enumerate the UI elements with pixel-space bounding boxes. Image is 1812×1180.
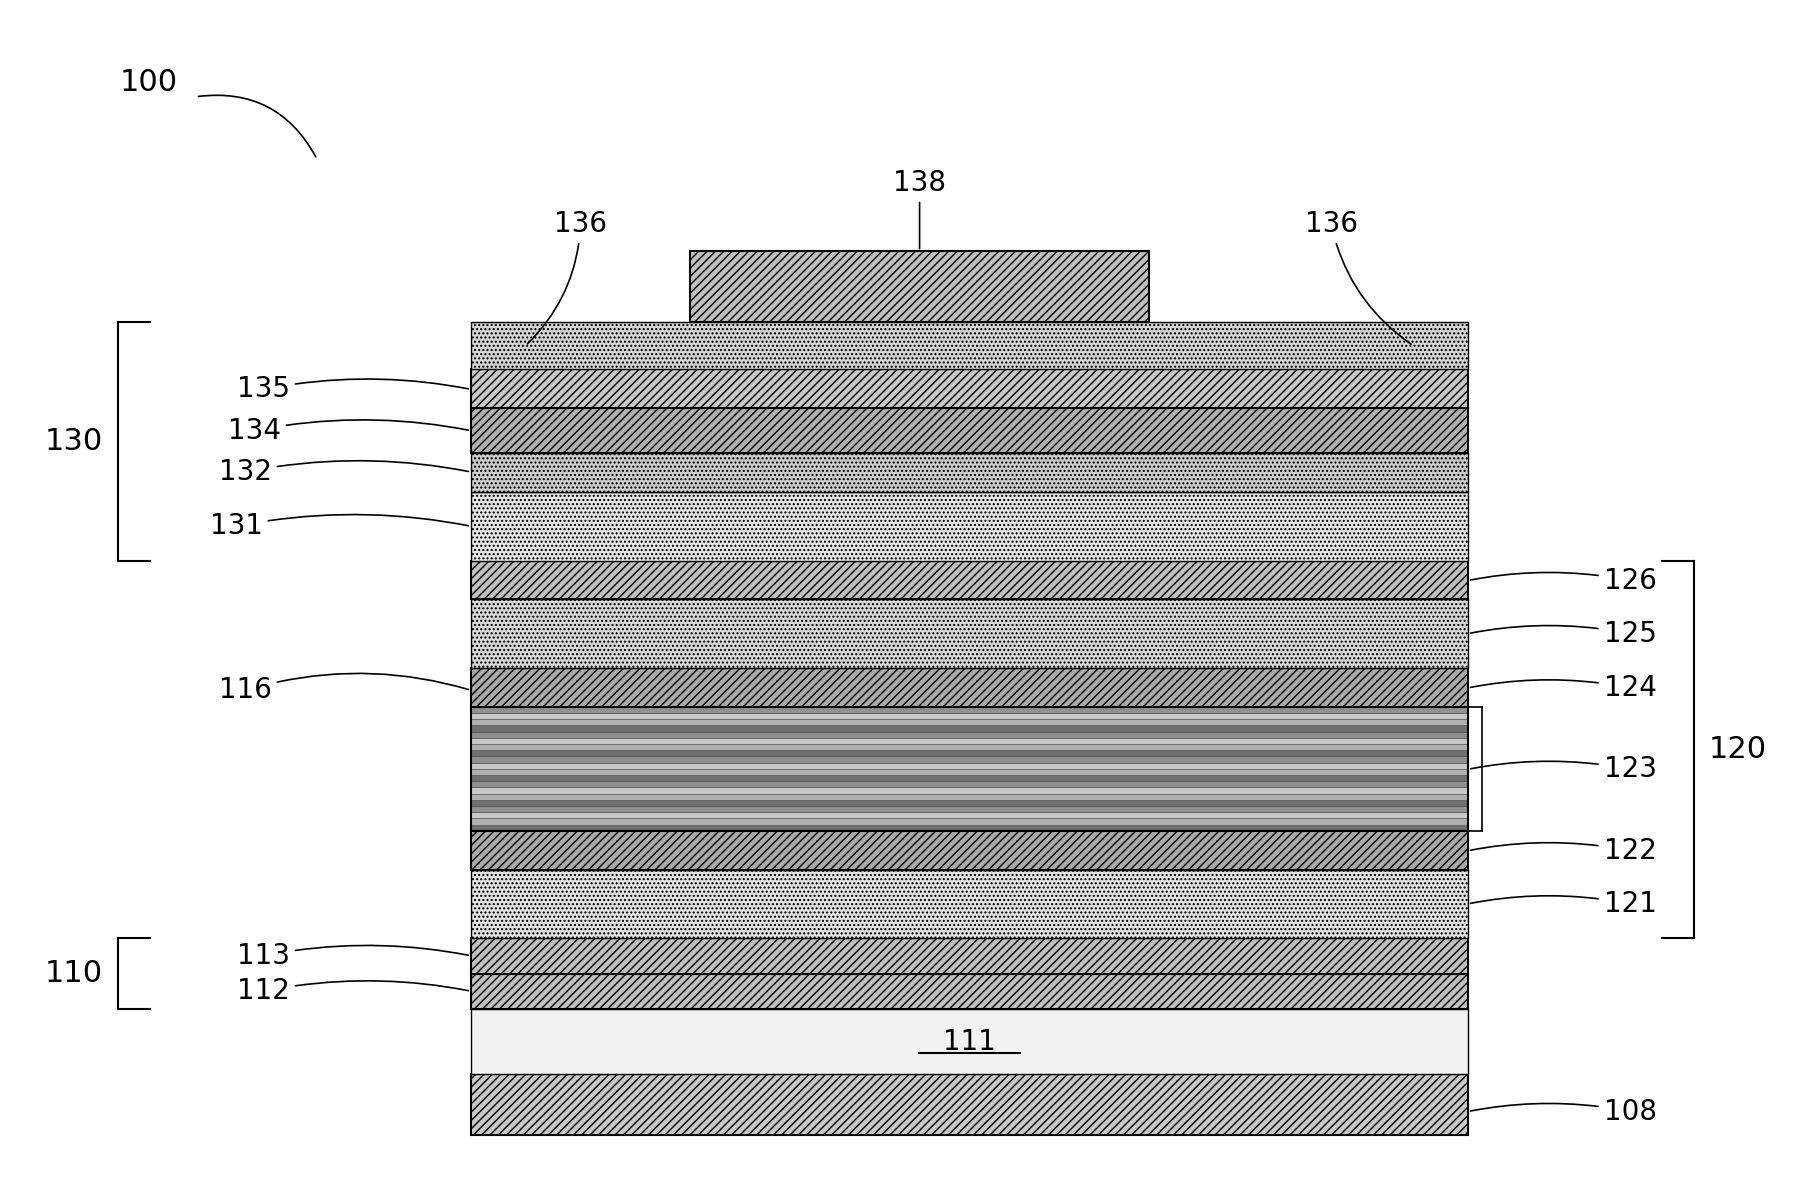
Text: 112: 112 [237,977,467,1005]
Text: 110: 110 [45,959,103,988]
Bar [471,825,1468,831]
Bar [471,750,1468,756]
Bar [471,806,1468,812]
Text: 136: 136 [527,210,607,343]
Bar [471,775,1468,781]
Text: 138: 138 [893,169,946,249]
Bar [471,732,1468,738]
Bar [471,408,1468,453]
Bar [471,560,1468,599]
Bar [471,800,1468,806]
Text: 121: 121 [1471,890,1656,918]
Bar [471,599,1468,668]
Bar [471,726,1468,732]
Text: 113: 113 [237,942,467,970]
Bar [471,769,1468,775]
Bar [471,322,1468,369]
Bar [471,819,1468,825]
Bar [471,938,1468,973]
Bar [471,794,1468,800]
Bar [471,738,1468,745]
Text: 122: 122 [1471,837,1656,865]
Bar [471,707,1468,831]
Bar [471,831,1468,870]
Text: 116: 116 [219,674,469,704]
Bar [471,492,1468,560]
Bar [471,453,1468,492]
Bar [471,668,1468,707]
Bar [471,745,1468,750]
Text: 100: 100 [120,68,178,97]
Text: 135: 135 [237,375,467,404]
Text: 125: 125 [1471,620,1656,648]
Bar [471,720,1468,726]
Bar [471,787,1468,794]
Bar [471,1074,1468,1135]
Bar [690,251,1149,322]
Text: 130: 130 [45,427,103,455]
Text: 131: 131 [210,512,467,540]
Bar [471,1009,1468,1074]
Text: 108: 108 [1471,1097,1656,1126]
Bar [471,870,1468,938]
Bar [471,707,1468,713]
Text: 126: 126 [1471,566,1656,595]
Bar [471,974,1468,1009]
Text: 120: 120 [1709,735,1767,763]
Text: 136: 136 [1305,210,1412,345]
Bar [471,369,1468,408]
Bar [471,762,1468,769]
Text: 124: 124 [1471,674,1656,702]
Bar [471,812,1468,819]
Bar [471,781,1468,787]
Text: 134: 134 [228,417,467,445]
Bar [471,713,1468,720]
Text: 132: 132 [219,458,467,486]
Text: 123: 123 [1471,755,1656,784]
Text: 111: 111 [942,1028,997,1056]
Bar [471,756,1468,762]
